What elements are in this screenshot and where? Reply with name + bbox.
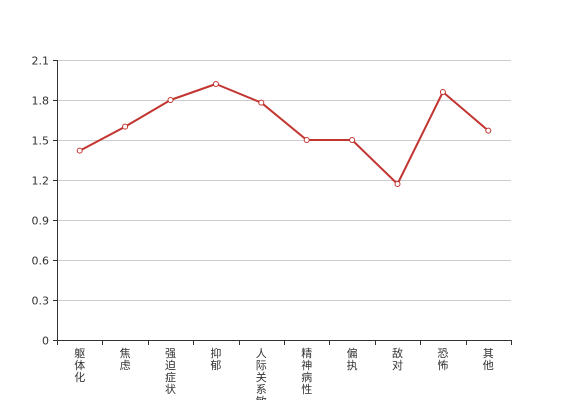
y-tick-label: 1.8 <box>32 95 50 108</box>
data-point[interactable] <box>258 99 265 106</box>
x-category-label: 焦虑 <box>120 347 131 372</box>
data-point[interactable] <box>485 127 492 134</box>
data-point[interactable] <box>303 137 310 143</box>
x-tick-labels: 躯体化 焦虑 强迫症状 抑郁 人际关系敏感 精神病性 偏执 敌对 恐怖 其他 <box>74 346 494 400</box>
y-tick-labels: 0 0.3 0.6 0.9 1.2 1.5 1.8 2.1 <box>32 55 50 348</box>
data-point[interactable] <box>122 123 129 130</box>
y-tick-label: 0.3 <box>32 295 50 308</box>
data-point[interactable] <box>439 89 446 95</box>
x-category-label: 恐怖 <box>437 347 448 372</box>
data-point[interactable] <box>167 97 174 103</box>
x-category-label: 强迫症状 <box>165 347 176 396</box>
y-tick-label: 1.5 <box>32 135 50 148</box>
data-point[interactable] <box>76 147 83 154</box>
y-tick-label: 0.9 <box>32 215 50 228</box>
data-point[interactable] <box>394 181 401 187</box>
grid-lines <box>57 60 511 301</box>
x-category-label: 躯体化 <box>74 347 85 384</box>
series-line <box>79 83 489 185</box>
y-tick-label: 0.6 <box>32 255 50 268</box>
axes <box>53 60 512 345</box>
y-tick-label: 2.1 <box>32 55 50 68</box>
x-category-label: 精神病性 <box>301 347 312 396</box>
y-tick-label: 0 <box>42 335 49 348</box>
x-category-label: 人际关系敏感 <box>256 347 267 400</box>
series <box>76 81 492 187</box>
x-category-label: 偏执 <box>347 346 358 372</box>
x-category-label: 其他 <box>483 347 494 372</box>
x-category-label: 抑郁 <box>210 346 221 372</box>
x-category-label: 敌对 <box>392 346 403 372</box>
data-point[interactable] <box>212 81 219 87</box>
data-point[interactable] <box>349 137 356 143</box>
y-tick-label: 1.2 <box>32 175 50 188</box>
